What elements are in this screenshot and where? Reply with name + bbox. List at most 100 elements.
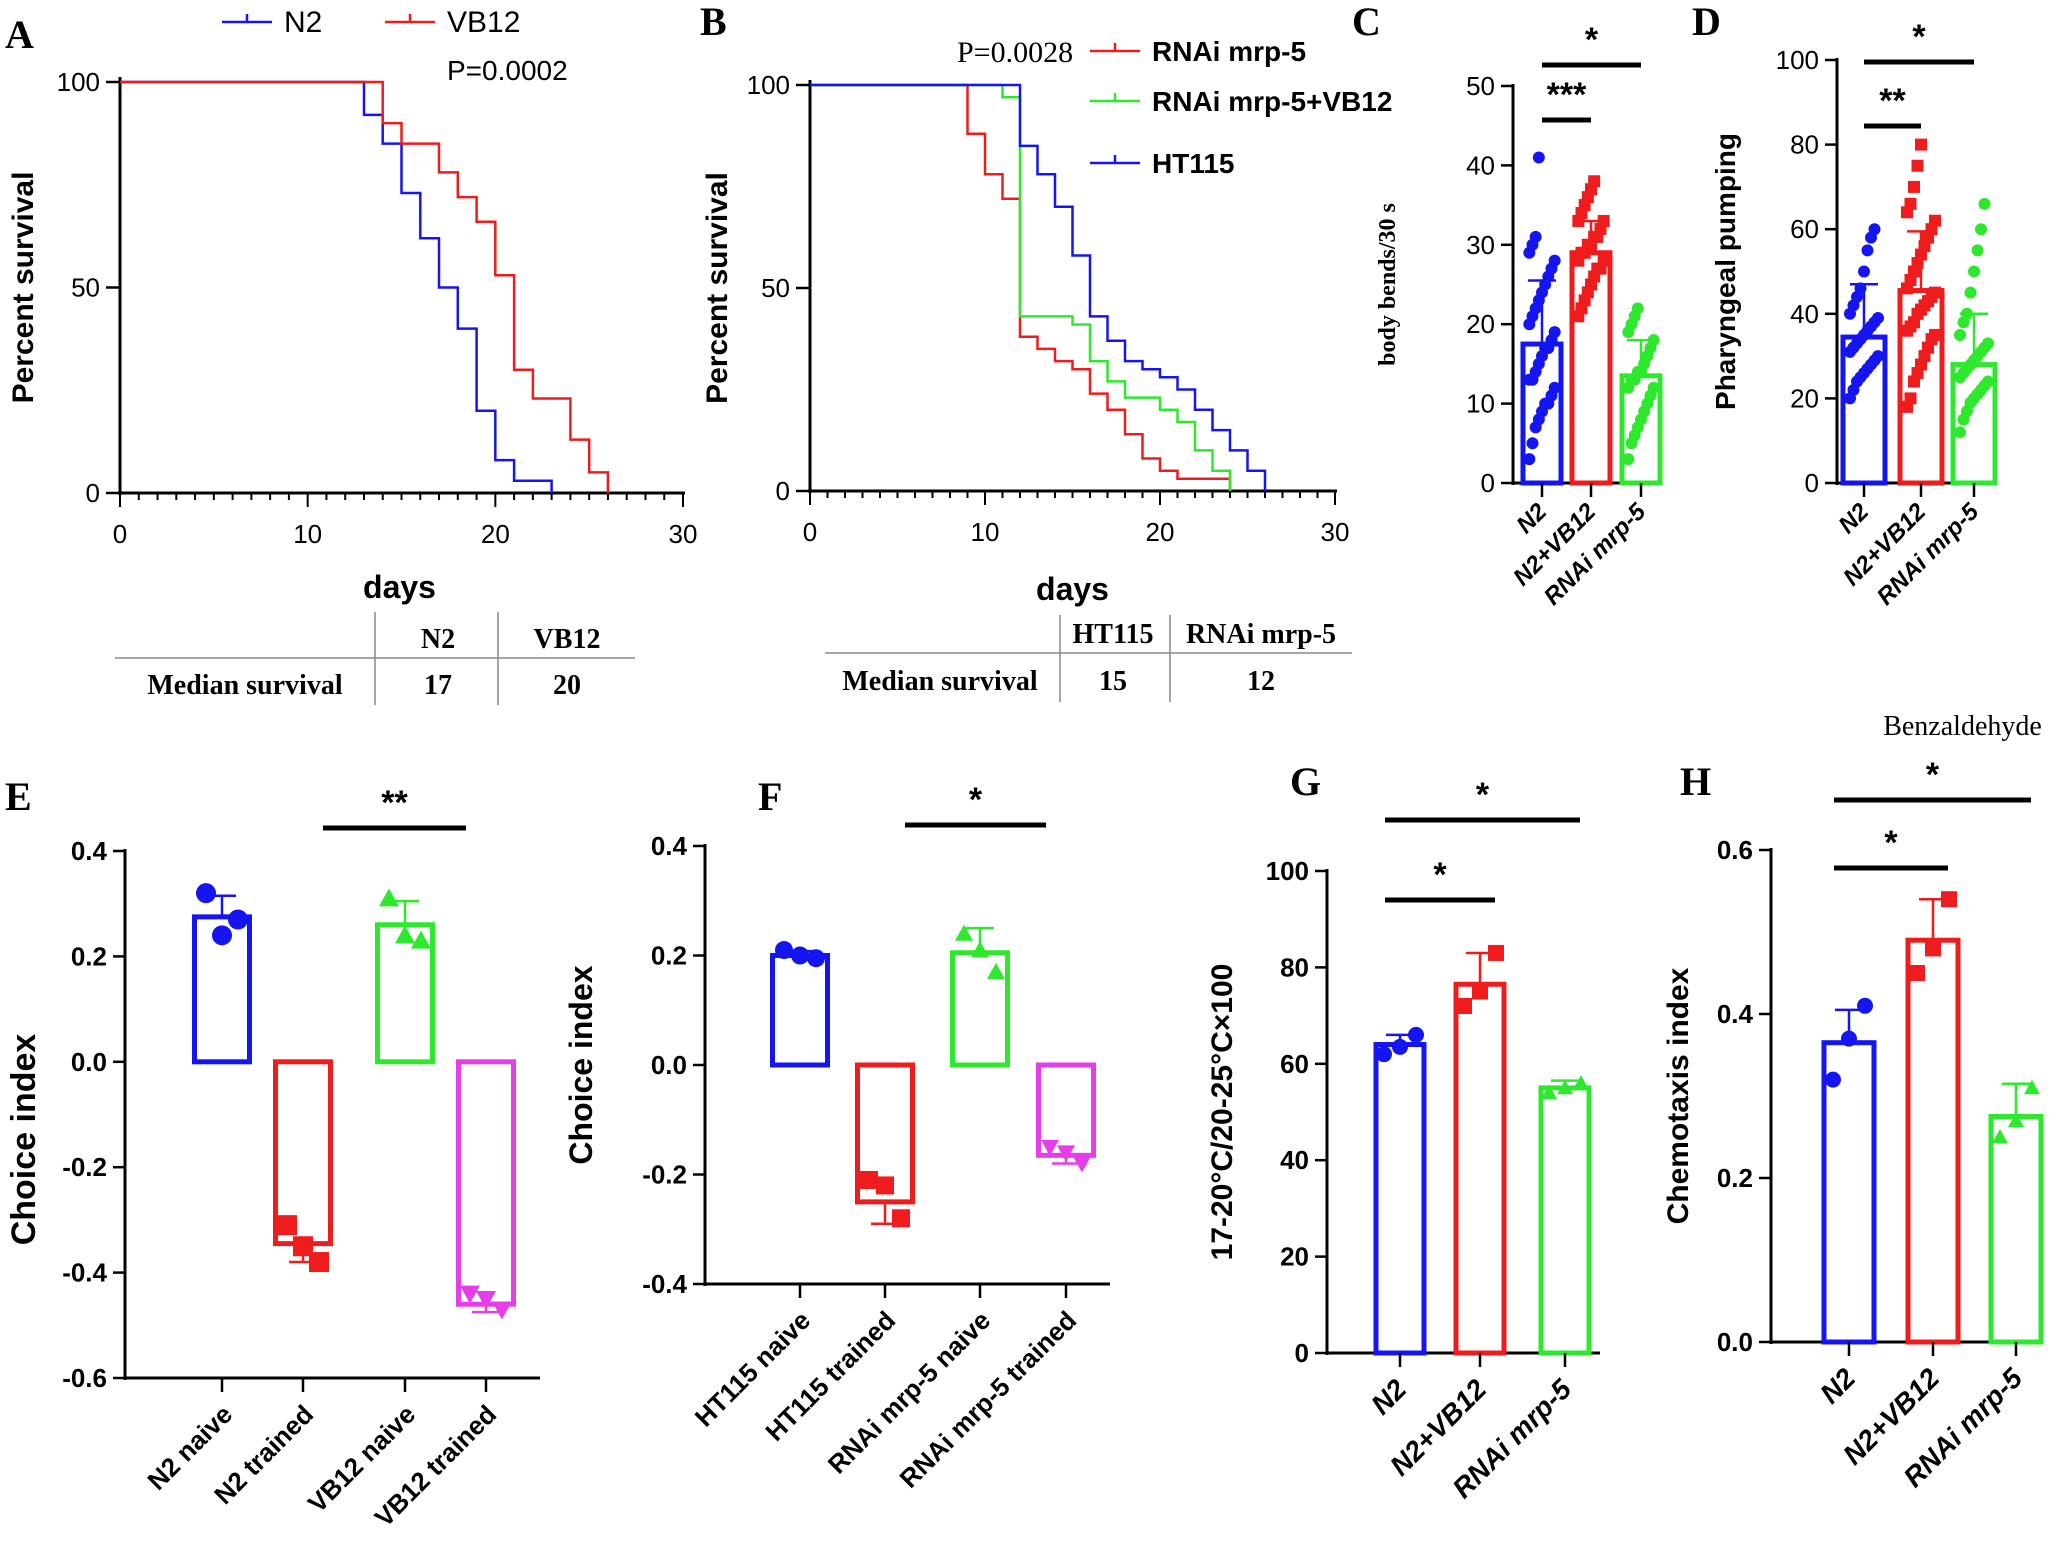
- survival-curve-1: [120, 80, 610, 493]
- data-point: [1904, 197, 1917, 210]
- legend-label: RNAi mrp-5: [1152, 36, 1306, 67]
- y-tick-label: 60: [1790, 214, 1819, 244]
- data-point: [1968, 265, 1980, 278]
- y-tick-label: 20: [1466, 309, 1495, 339]
- legend-label: RNAi mrp-5+VB12: [1152, 86, 1392, 117]
- survival-curve-0: [810, 83, 1232, 491]
- data-point: [2024, 1079, 2040, 1095]
- data-point: [1868, 223, 1881, 236]
- bar: [1538, 1085, 1592, 1356]
- y-tick-label: 60: [1280, 1049, 1309, 1079]
- significance-label: *: [1476, 776, 1490, 814]
- y-tick-label: 10: [1466, 389, 1495, 419]
- table-cell: 20: [553, 670, 581, 701]
- bar: [1988, 1114, 2044, 1345]
- panel-letter-h: H: [1680, 759, 1711, 804]
- data-point: [1872, 350, 1884, 363]
- y-tick-label: 0: [1295, 1338, 1309, 1368]
- y-tick-label: 0.6: [1717, 835, 1753, 865]
- data-point: [791, 946, 809, 965]
- significance-label: *: [1585, 21, 1599, 59]
- data-point: [1825, 1071, 1841, 1088]
- y-tick-label: 80: [1280, 952, 1309, 982]
- significance-label: **: [1879, 82, 1906, 120]
- data-point: [293, 1236, 313, 1257]
- bar: [770, 953, 830, 1068]
- x-tick-label: 10: [293, 519, 322, 549]
- data-point: [1526, 437, 1539, 450]
- data-point: [1548, 326, 1561, 339]
- bar: [1905, 937, 1961, 1345]
- x-axis-title: days: [1036, 571, 1109, 607]
- data-point: [1392, 1038, 1408, 1055]
- y-tick-label: 0.4: [651, 831, 688, 861]
- data-point: [1588, 175, 1601, 188]
- y-tick-label: -0.4: [62, 1258, 107, 1288]
- data-point: [1857, 997, 1873, 1014]
- y-tick-label: 80: [1790, 130, 1819, 160]
- data-point: [1908, 180, 1920, 193]
- y-tick-label: 50: [761, 273, 790, 303]
- data-point: [1472, 983, 1488, 1000]
- data-point: [892, 1209, 910, 1228]
- data-point: [1982, 375, 1994, 388]
- data-point: [1911, 159, 1924, 172]
- data-point: [1954, 426, 1966, 439]
- data-point: [1904, 392, 1917, 405]
- y-tick-label: -0.6: [62, 1363, 107, 1393]
- y-tick-label: 0.4: [1717, 999, 1754, 1029]
- table-row-label: Median survival: [842, 666, 1037, 697]
- y-tick-label: 0.0: [71, 1047, 107, 1077]
- data-point: [309, 1252, 329, 1273]
- data-point: [1982, 337, 1994, 350]
- data-point: [1541, 1084, 1557, 1100]
- data-point: [775, 941, 793, 960]
- data-point: [1578, 246, 1591, 259]
- data-point: [379, 888, 399, 907]
- y-tick-label: 100: [1776, 45, 1819, 75]
- table-header: HT115: [1073, 619, 1154, 650]
- panel-letter-g: G: [1290, 759, 1321, 804]
- data-point: [876, 1176, 894, 1195]
- data-point: [228, 909, 248, 930]
- bar: [1453, 981, 1507, 1356]
- y-tick-label: 100: [747, 70, 790, 100]
- data-point: [1057, 1145, 1075, 1162]
- data-point: [212, 925, 232, 946]
- data-point: [1647, 381, 1660, 394]
- y-tick-label: 20: [1790, 383, 1819, 413]
- data-point: [1929, 328, 1941, 341]
- data-point: [1975, 223, 1987, 236]
- data-point: [1548, 254, 1561, 267]
- data-point: [1408, 1026, 1424, 1043]
- data-point: [971, 941, 989, 958]
- y-tick-label: 40: [1466, 150, 1495, 180]
- data-point: [1647, 334, 1660, 347]
- y-tick-label: 50: [71, 273, 100, 303]
- data-point: [1073, 1156, 1091, 1173]
- chart-title: Benzaldehyde: [1883, 711, 2042, 742]
- data-point: [1573, 1075, 1589, 1090]
- data-point: [1456, 997, 1472, 1014]
- data-point: [1971, 244, 1984, 257]
- y-axis-title: Percent survival: [7, 172, 40, 404]
- y-axis-title: body bends/30 s: [1375, 203, 1401, 366]
- y-axis-title: Choice index: [563, 965, 599, 1164]
- table-header: N2: [421, 624, 455, 655]
- y-tick-label: 0: [776, 476, 790, 506]
- y-tick-label: 0.0: [651, 1050, 687, 1080]
- x-tick-label: 30: [669, 519, 698, 549]
- bar: [456, 1059, 516, 1307]
- data-point: [1557, 1079, 1573, 1095]
- data-point: [807, 949, 825, 968]
- x-tick-label: 20: [481, 519, 510, 549]
- panel-letter-b: B: [700, 0, 727, 44]
- legend-label: VB12: [447, 6, 520, 39]
- data-point: [987, 962, 1005, 980]
- data-point: [1915, 138, 1927, 151]
- y-tick-label: -0.2: [642, 1160, 687, 1190]
- data-point: [1964, 286, 1977, 299]
- data-point: [1488, 944, 1504, 961]
- legend-label: N2: [284, 6, 322, 39]
- y-tick-label: 40: [1280, 1145, 1309, 1175]
